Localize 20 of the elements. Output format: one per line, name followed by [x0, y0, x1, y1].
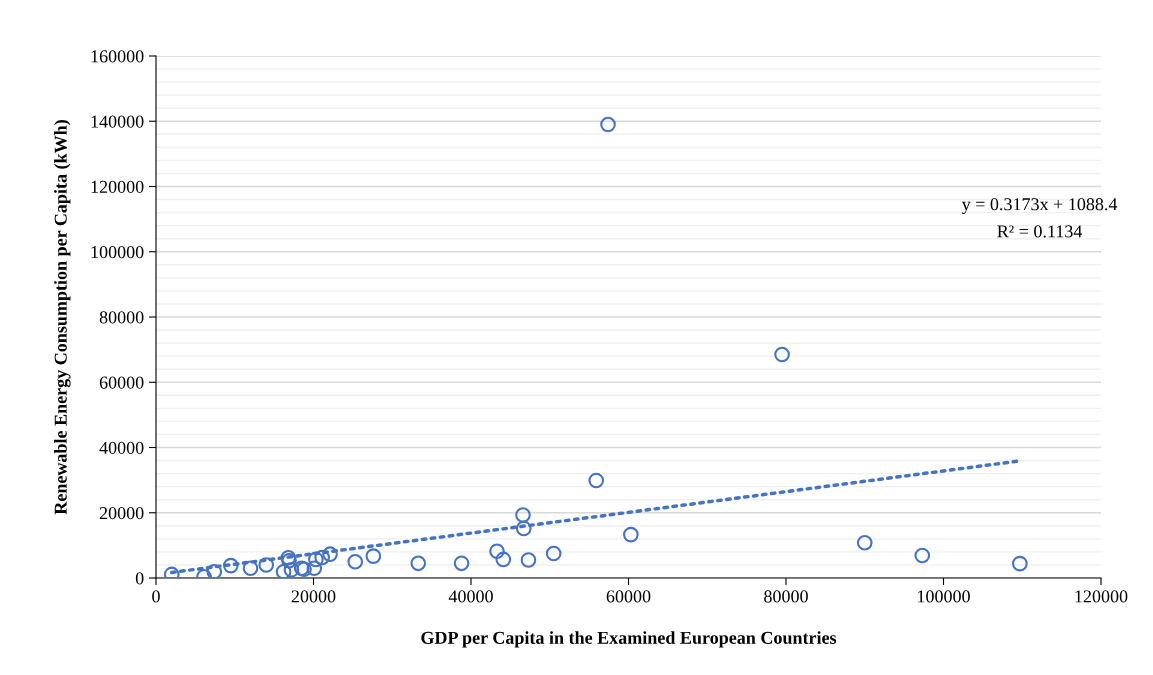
x-tick-label: 80000	[764, 590, 808, 603]
y-tick-label: 120000	[91, 180, 144, 193]
annotation: y = 0.3173x + 1088.4	[961, 198, 1118, 214]
y-tick-label: 160000	[91, 50, 144, 63]
x-tick-label: 0	[152, 590, 160, 603]
y-tick-label: 20000	[99, 507, 144, 520]
y-tick-label: 60000	[99, 376, 144, 389]
y-tick-label: 100000	[91, 246, 144, 259]
x-axis-title: GDP per Capita in the Examined European Countries	[421, 631, 837, 648]
annotation: R² = 0.1134	[997, 225, 1083, 238]
y-tick-label: 40000	[99, 441, 144, 454]
x-tick-label: 20000	[291, 590, 336, 603]
x-tick-label: 60000	[606, 590, 651, 603]
y-tick-label: 0	[135, 572, 144, 585]
y-tick-label: 140000	[91, 115, 144, 128]
y-tick-label: 80000	[99, 311, 144, 324]
y-axis-title: Renewable Energy Consumption per Capita (kWh)	[54, 120, 71, 515]
x-tick-label: 40000	[448, 590, 493, 603]
x-tick-label: 120000	[1075, 590, 1128, 603]
x-tick-label: 100000	[918, 590, 970, 603]
